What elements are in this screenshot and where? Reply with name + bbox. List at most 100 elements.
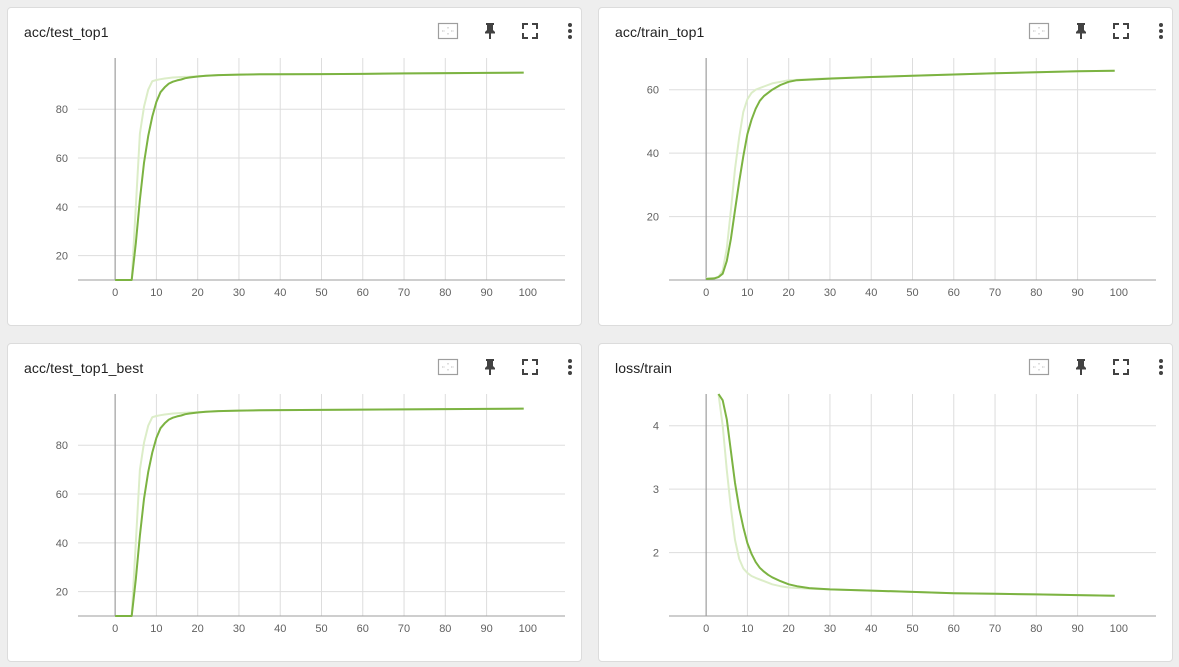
- y-tick-label: 20: [647, 212, 659, 224]
- y-tick-label: 80: [56, 440, 68, 452]
- y-tick-label: 2: [653, 548, 659, 560]
- y-tick-label: 20: [56, 587, 68, 599]
- card-toolbar: [421, 16, 581, 46]
- x-tick-label: 50: [906, 287, 918, 299]
- chart-title: loss/train: [615, 360, 673, 376]
- more-menu-button[interactable]: [557, 354, 583, 380]
- x-tick-label: 10: [150, 623, 162, 635]
- line-chart[interactable]: 0 10 20 30 40 50 60 70 80 90 100 20 40 60 80: [8, 48, 581, 308]
- fullscreen-icon: [522, 359, 538, 375]
- fullscreen-button[interactable]: [517, 18, 543, 44]
- chart-card: loss/train 0 10 20 30 40 50 60 70 80 90 100 2 3 4: [598, 343, 1173, 662]
- pin-button[interactable]: [1068, 18, 1094, 44]
- fullscreen-button[interactable]: [1108, 18, 1134, 44]
- more-menu-button[interactable]: [1148, 18, 1174, 44]
- x-tick-label: 50: [315, 287, 327, 299]
- x-tick-label: 30: [824, 623, 836, 635]
- x-tick-label: 10: [741, 287, 753, 299]
- smoothed-series-line: [717, 393, 1115, 597]
- x-tick-label: 70: [989, 287, 1001, 299]
- fullscreen-button[interactable]: [517, 354, 543, 380]
- fit-domain-button[interactable]: [1026, 354, 1052, 380]
- x-tick-label: 90: [1071, 287, 1083, 299]
- more-vert-icon: [568, 23, 572, 39]
- x-tick-label: 100: [519, 287, 537, 299]
- fit-domain-button[interactable]: [435, 354, 461, 380]
- fit-domain-icon: [437, 22, 459, 40]
- raw-series-line: [706, 69, 1115, 280]
- pin-button[interactable]: [477, 18, 503, 44]
- fit-domain-button[interactable]: [1026, 18, 1052, 44]
- x-tick-label: 30: [233, 287, 245, 299]
- x-tick-label: 10: [150, 287, 162, 299]
- chart-card: acc/test_top1 0 10 20 30 40 50 60 70 80 90 100 20 40…: [7, 7, 582, 326]
- x-tick-label: 30: [233, 623, 245, 635]
- x-tick-label: 20: [783, 287, 795, 299]
- x-tick-label: 0: [112, 287, 118, 299]
- y-tick-label: 60: [647, 85, 659, 97]
- x-tick-label: 100: [519, 623, 537, 635]
- y-tick-label: 60: [56, 153, 68, 165]
- x-tick-label: 50: [906, 623, 918, 635]
- raw-series-line: [115, 71, 524, 281]
- x-tick-label: 60: [357, 623, 369, 635]
- x-tick-label: 40: [274, 287, 286, 299]
- fullscreen-button[interactable]: [1108, 354, 1134, 380]
- more-vert-icon: [1159, 23, 1163, 39]
- x-tick-label: 90: [480, 623, 492, 635]
- more-menu-button[interactable]: [557, 18, 583, 44]
- x-tick-label: 80: [1030, 623, 1042, 635]
- x-tick-label: 60: [948, 623, 960, 635]
- fit-domain-icon: [1028, 22, 1050, 40]
- pin-icon: [485, 359, 495, 375]
- chart-title: acc/test_top1: [24, 24, 109, 40]
- x-tick-label: 20: [783, 623, 795, 635]
- x-tick-label: 80: [1030, 287, 1042, 299]
- y-tick-label: 40: [56, 202, 68, 214]
- more-vert-icon: [568, 359, 572, 375]
- pin-button[interactable]: [1068, 354, 1094, 380]
- x-tick-label: 70: [398, 623, 410, 635]
- x-tick-label: 100: [1110, 623, 1128, 635]
- pin-icon: [1076, 23, 1086, 39]
- y-tick-label: 40: [56, 538, 68, 550]
- card-toolbar: [421, 352, 581, 382]
- raw-series-line: [717, 393, 1115, 597]
- line-chart[interactable]: 0 10 20 30 40 50 60 70 80 90 100 20 40 60 80: [8, 384, 581, 644]
- x-tick-label: 90: [480, 287, 492, 299]
- line-chart[interactable]: 0 10 20 30 40 50 60 70 80 90 100 20 40 60: [599, 48, 1172, 308]
- fullscreen-icon: [1113, 359, 1129, 375]
- chart-title: acc/train_top1: [615, 24, 705, 40]
- x-tick-label: 40: [865, 287, 877, 299]
- fit-domain-button[interactable]: [435, 18, 461, 44]
- pin-button[interactable]: [477, 354, 503, 380]
- x-tick-label: 0: [703, 287, 709, 299]
- x-tick-label: 80: [439, 287, 451, 299]
- smoothed-series-line: [115, 407, 524, 617]
- pin-icon: [485, 23, 495, 39]
- y-tick-label: 40: [647, 148, 659, 160]
- smoothed-series-line: [706, 69, 1115, 280]
- x-tick-label: 0: [112, 623, 118, 635]
- fullscreen-icon: [1113, 23, 1129, 39]
- more-menu-button[interactable]: [1148, 354, 1174, 380]
- x-tick-label: 100: [1110, 287, 1128, 299]
- line-chart[interactable]: 0 10 20 30 40 50 60 70 80 90 100 2 3 4: [599, 384, 1172, 644]
- x-tick-label: 10: [741, 623, 753, 635]
- x-tick-label: 0: [703, 623, 709, 635]
- card-toolbar: [1012, 16, 1172, 46]
- x-tick-label: 40: [274, 623, 286, 635]
- y-tick-label: 3: [653, 484, 659, 496]
- x-tick-label: 70: [398, 287, 410, 299]
- chart-title: acc/test_top1_best: [24, 360, 144, 376]
- y-tick-label: 60: [56, 489, 68, 501]
- x-tick-label: 30: [824, 287, 836, 299]
- chart-card: acc/train_top1 0 10 20 30 40 50 60 70 80 90 100 20 4…: [598, 7, 1173, 326]
- x-tick-label: 20: [192, 287, 204, 299]
- raw-series-line: [115, 407, 524, 617]
- x-tick-label: 20: [192, 623, 204, 635]
- x-tick-label: 60: [357, 287, 369, 299]
- more-vert-icon: [1159, 359, 1163, 375]
- chart-card: acc/test_top1_best 0 10 20 30 40 50 60 70 80 90 10…: [7, 343, 582, 662]
- pin-icon: [1076, 359, 1086, 375]
